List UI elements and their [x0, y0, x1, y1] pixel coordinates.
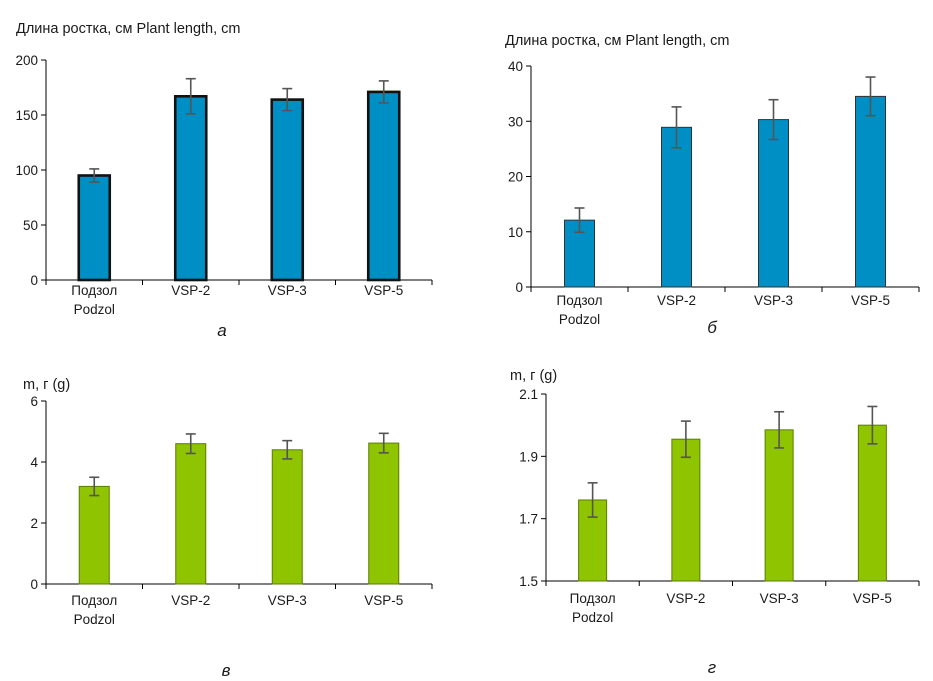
- panel-label: г: [708, 658, 716, 677]
- bar: [758, 119, 789, 288]
- bar: [661, 126, 692, 288]
- y-axis-title: Длина ростка, см Plant length, cm: [505, 33, 730, 49]
- x-category-label: VSP-2: [666, 591, 705, 606]
- x-category-label: VSP-5: [851, 293, 890, 308]
- bar: [173, 95, 208, 282]
- x-category-label: Подзол: [71, 593, 117, 608]
- x-category-label: VSP-2: [171, 593, 210, 608]
- x-category-label: Podzol: [559, 312, 600, 327]
- chart-panel-a: Длина ростка, см Plant length, cm 0 50 100 1…: [15, 21, 433, 340]
- y-tick-label: 4: [30, 455, 38, 470]
- y-tick-label: 50: [23, 218, 38, 233]
- y-tick-label: 1.9: [519, 449, 538, 464]
- y-tick-label: 30: [508, 114, 523, 129]
- bar: [764, 429, 794, 582]
- x-category-label: VSP-2: [657, 293, 696, 308]
- chart-panel-g: m, г (g) 1.5 1.7 1.9 2.1 Подзол Podzol VSP-2 VSP…: [510, 368, 920, 677]
- bar: [77, 174, 112, 282]
- bar: [175, 443, 207, 585]
- y-tick-label: 1.7: [519, 512, 538, 527]
- y-tick-label: 40: [508, 59, 523, 74]
- bar: [366, 90, 401, 282]
- y-tick-label: 6: [30, 394, 38, 409]
- y-tick-label: 2.1: [519, 387, 538, 402]
- y-tick-label: 0: [30, 577, 38, 592]
- y-tick-label: 100: [15, 163, 38, 178]
- y-axis-title: m, г (g): [23, 377, 70, 393]
- bar: [855, 95, 886, 288]
- x-category-label: Podzol: [74, 612, 115, 627]
- chart-panel-b: Длина ростка, см Plant length, cm 0 10 20 30…: [505, 33, 920, 337]
- y-tick-label: 200: [15, 53, 38, 68]
- x-category-label: Подзол: [557, 293, 603, 308]
- x-category-label: VSP-3: [268, 593, 307, 608]
- chart-panel-v: m, г (g) 0 2 4 6 Подзол Podzol VSP-2 VSP-3 VSP-5 в: [23, 377, 433, 680]
- x-category-label: Podzol: [572, 610, 613, 625]
- y-tick-label: 0: [30, 273, 38, 288]
- x-category-label: VSP-5: [853, 591, 892, 606]
- panel-label: в: [222, 661, 231, 680]
- bar: [270, 98, 305, 282]
- x-category-label: VSP-3: [760, 591, 799, 606]
- y-tick-label: 10: [508, 225, 523, 240]
- panel-label: б: [707, 318, 718, 337]
- x-category-label: Podzol: [74, 302, 115, 317]
- x-category-label: VSP-3: [268, 283, 307, 298]
- y-tick-label: 1.5: [519, 574, 538, 589]
- bar: [857, 424, 887, 582]
- bar: [368, 442, 400, 585]
- x-category-label: VSP-5: [364, 283, 403, 298]
- y-tick-label: 0: [515, 280, 523, 295]
- x-category-label: VSP-2: [171, 283, 210, 298]
- y-tick-label: 150: [15, 108, 38, 123]
- x-category-label: VSP-3: [754, 293, 793, 308]
- y-tick-label: 20: [508, 170, 523, 185]
- x-category-label: Подзол: [570, 591, 616, 606]
- x-category-label: Подзол: [71, 283, 117, 298]
- bar: [671, 438, 701, 582]
- panel-label: а: [217, 321, 226, 340]
- y-axis-title: m, г (g): [510, 368, 557, 384]
- bar: [271, 449, 303, 585]
- x-category-label: VSP-5: [364, 593, 403, 608]
- y-tick-label: 2: [30, 516, 38, 531]
- y-axis-title: Длина ростка, см Plant length, cm: [16, 21, 241, 37]
- bar: [78, 485, 110, 585]
